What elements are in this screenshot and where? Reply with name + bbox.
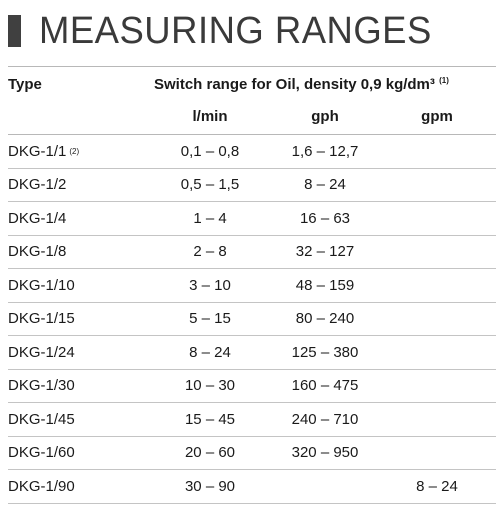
page-title: MEASURING RANGES <box>39 10 432 52</box>
unit-header-lmin: l/min <box>192 108 228 125</box>
gph-cell: 1,6 – 12,7 <box>291 142 359 160</box>
type-cell-text: DKG-1/4 <box>8 209 67 227</box>
heading-bar-icon <box>8 15 21 47</box>
gpm-cell <box>387 336 487 369</box>
type-cell-text: DKG-1/8 <box>8 243 67 261</box>
table-row: DKG-1/1 (2) 0,1 – 0,8 1,6 – 12,7 <box>8 135 496 169</box>
type-cell-text: DKG-1/2 <box>8 176 67 194</box>
unit-header-row: l/min gph gpm <box>0 108 500 128</box>
gpm-cell: 8 – 24 <box>416 477 458 495</box>
gph-cell: 125 – 380 <box>291 343 359 361</box>
type-cell-text: DKG-1/15 <box>8 310 75 328</box>
type-cell: DKG-1/4 <box>8 202 66 235</box>
gph-cell: 32 – 127 <box>295 243 355 261</box>
gph-cell <box>275 470 375 503</box>
type-cell: DKG-1/30 <box>8 370 75 403</box>
table-row: DKG-1/15 5 – 15 80 – 240 <box>8 303 496 336</box>
gph-cell: 320 – 950 <box>291 444 359 462</box>
type-cell-text: DKG-1/45 <box>8 410 75 428</box>
type-cell: DKG-1/15 <box>8 303 75 336</box>
table-row: DKG-1/90 30 – 90 8 – 24 <box>8 470 496 504</box>
table-row: DKG-1/24 8 – 24 125 – 380 <box>8 336 496 370</box>
gpm-cell <box>387 236 487 269</box>
table-row: DKG-1/45 15 – 45 240 – 710 <box>8 403 496 437</box>
gph-cell: 16 – 63 <box>299 209 351 227</box>
lmin-cell: 5 – 15 <box>189 310 231 328</box>
gph-cell: 8 – 24 <box>304 176 346 194</box>
type-cell: DKG-1/90 <box>8 470 75 503</box>
type-cell: DKG-1/2 <box>8 169 66 202</box>
table-row: DKG-1/4 1 – 4 16 – 63 <box>8 202 496 236</box>
table-row: DKG-1/60 20 – 60 320 – 950 <box>8 437 496 470</box>
type-cell: DKG-1/1 (2) <box>8 135 79 168</box>
gph-cell: 240 – 710 <box>291 410 359 428</box>
type-cell: DKG-1/45 <box>8 403 75 436</box>
table-row: DKG-1/10 3 – 10 48 – 159 <box>8 269 496 303</box>
type-cell-text: DKG-1/90 <box>8 477 75 495</box>
section-heading: MEASURING RANGES <box>8 6 448 56</box>
lmin-cell: 20 – 60 <box>184 444 236 462</box>
header-divider <box>8 134 496 135</box>
lmin-cell: 8 – 24 <box>189 343 231 361</box>
lmin-cell: 0,1 – 0,8 <box>180 142 240 160</box>
gph-cell: 48 – 159 <box>295 276 355 294</box>
table-row: DKG-1/2 0,5 – 1,5 8 – 24 <box>8 169 496 202</box>
switch-range-header-text: Switch range for Oil, density 0,9 kg/dm³ <box>154 76 435 93</box>
type-cell: DKG-1/24 <box>8 336 75 369</box>
lmin-cell: 0,5 – 1,5 <box>180 176 240 194</box>
gpm-cell <box>387 403 487 436</box>
gpm-cell <box>387 370 487 403</box>
type-cell: DKG-1/8 <box>8 236 66 269</box>
type-column-header: Type <box>8 76 42 93</box>
type-cell-text: DKG-1/30 <box>8 377 75 395</box>
type-footnote: (2) <box>69 146 80 156</box>
type-cell-text: DKG-1/60 <box>8 444 75 462</box>
gph-cell: 160 – 475 <box>291 377 359 395</box>
table-row: DKG-1/8 2 – 8 32 – 127 <box>8 236 496 269</box>
gpm-cell <box>387 169 487 202</box>
gpm-cell <box>387 303 487 336</box>
switch-range-footnote: (1) <box>439 76 449 85</box>
unit-header-gpm: gpm <box>421 108 453 125</box>
lmin-cell: 2 – 8 <box>193 243 227 261</box>
unit-header-gph: gph <box>311 108 339 125</box>
lmin-cell: 1 – 4 <box>193 209 227 227</box>
table-body: DKG-1/1 (2) 0,1 – 0,8 1,6 – 12,7 DKG-1/2 0,5 … <box>0 135 500 504</box>
table-row: DKG-1/30 10 – 30 160 – 475 <box>8 370 496 403</box>
lmin-cell: 10 – 30 <box>184 377 236 395</box>
gpm-cell <box>387 135 487 168</box>
lmin-cell: 15 – 45 <box>184 410 236 428</box>
switch-range-header: Switch range for Oil, density 0,9 kg/dm³… <box>154 76 449 93</box>
type-cell: DKG-1/60 <box>8 437 75 470</box>
gpm-cell <box>387 269 487 302</box>
top-divider <box>8 66 496 67</box>
gpm-cell <box>387 437 487 470</box>
type-cell: DKG-1/10 <box>8 269 75 302</box>
type-cell-text: DKG-1/1 <box>8 142 67 160</box>
type-cell-text: DKG-1/24 <box>8 343 75 361</box>
gpm-cell <box>387 202 487 235</box>
lmin-cell: 30 – 90 <box>184 477 236 495</box>
lmin-cell: 3 – 10 <box>189 276 231 294</box>
type-cell-text: DKG-1/10 <box>8 276 75 294</box>
gph-cell: 80 – 240 <box>295 310 355 328</box>
